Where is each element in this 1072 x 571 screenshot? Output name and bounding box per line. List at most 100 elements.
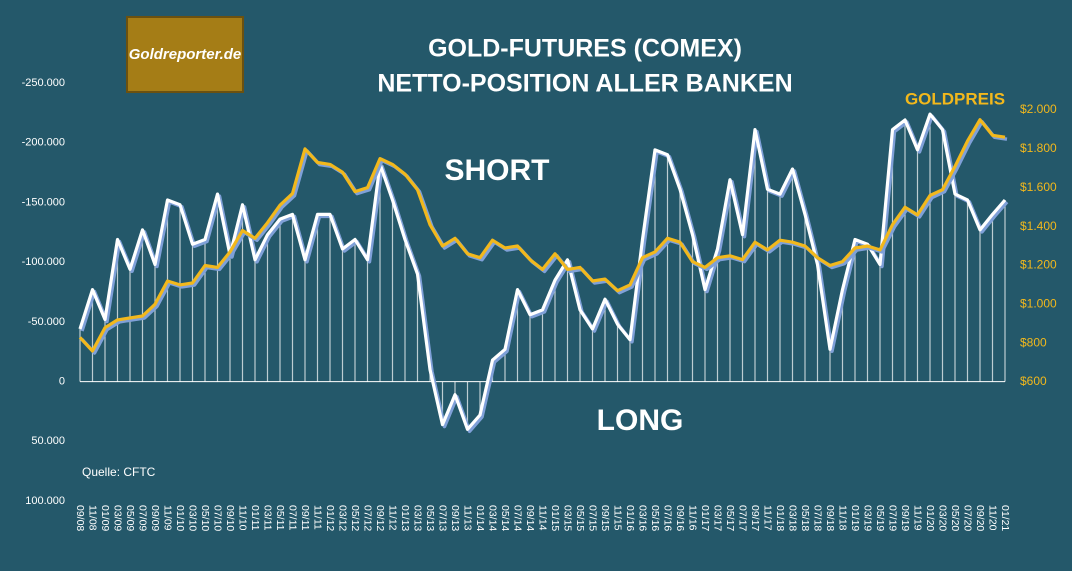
x-tick-label: 05/18: [799, 505, 811, 531]
y2-tick-label: $2.000: [1020, 102, 1057, 116]
x-tick-label: 05/19: [874, 505, 886, 531]
x-tick-label: 01/14: [474, 505, 486, 531]
y-tick-label: -50.000: [28, 316, 65, 328]
x-tick-label: 11/16: [687, 505, 699, 531]
x-tick-label: 05/11: [274, 505, 286, 531]
y-tick-label: 100.000: [25, 495, 65, 507]
logo: Goldreporter.de: [129, 46, 242, 63]
y2-tick-label: $600: [1020, 374, 1047, 388]
y2-tick-label: $1.800: [1020, 141, 1057, 155]
x-tick-label: 09/19: [899, 505, 911, 531]
x-tick-label: 07/15: [587, 505, 599, 531]
x-tick-label: 07/17: [737, 505, 749, 531]
x-tick-label: 05/14: [499, 505, 511, 531]
series-label: GOLDPREIS: [905, 89, 1005, 108]
x-tick-label: 01/18: [774, 505, 786, 531]
y2-tick-label: $1.400: [1020, 219, 1057, 233]
x-tick-label: 07/13: [437, 505, 449, 531]
x-tick-label: 03/15: [562, 505, 574, 531]
x-tick-label: 11/18: [837, 505, 849, 531]
x-tick-label: 03/19: [862, 505, 874, 531]
x-tick-label: 09/13: [449, 505, 461, 531]
x-tick-label: 09/08: [74, 505, 86, 531]
x-tick-label: 09/18: [824, 505, 836, 531]
x-tick-label: 01/15: [549, 505, 561, 531]
x-tick-label: 11/11: [312, 505, 324, 530]
x-tick-label: 07/19: [887, 505, 899, 531]
x-tick-label: 09/16: [674, 505, 686, 531]
x-tick-label: 07/14: [512, 505, 524, 531]
y2-tick-label: $1.600: [1020, 180, 1057, 194]
logo-box: [126, 16, 244, 93]
x-tick-label: 01/09: [99, 505, 111, 531]
x-tick-label: 03/17: [712, 505, 724, 531]
series-line: [78, 118, 1006, 353]
x-tick-label: 01/12: [324, 505, 336, 531]
x-tick-label: 05/15: [574, 505, 586, 531]
x-tick-label: 11/13: [462, 505, 474, 531]
annotation: SHORT: [445, 154, 550, 187]
x-tick-label: 11/09: [162, 505, 174, 531]
x-tick-label: 11/08: [87, 505, 99, 531]
x-tick-label: 03/10: [187, 505, 199, 531]
y-tick-label: -100.000: [22, 256, 65, 268]
x-tick-label: 03/16: [637, 505, 649, 531]
annotation: LONG: [597, 404, 684, 437]
x-tick-label: 01/20: [924, 505, 936, 531]
x-tick-label: 09/17: [749, 505, 761, 531]
x-tick-label: 09/12: [374, 505, 386, 531]
x-tick-label: 07/12: [362, 505, 374, 531]
x-tick-label: 03/12: [337, 505, 349, 531]
y-tick-label: 0: [59, 375, 65, 387]
x-tick-label: 01/21: [999, 505, 1011, 531]
x-tick-label: 09/10: [224, 505, 236, 531]
x-tick-label: 03/13: [412, 505, 424, 531]
x-tick-label: 05/09: [124, 505, 136, 531]
x-tick-label: 11/10: [237, 505, 249, 531]
y-tick-label: -150.000: [22, 196, 65, 208]
x-tick-label: 01/11: [249, 505, 261, 531]
x-tick-label: 09/09: [149, 505, 161, 531]
x-tick-label: 11/20: [987, 505, 999, 531]
x-tick-label: 03/09: [112, 505, 124, 531]
x-tick-label: 07/20: [962, 505, 974, 531]
y-tick-label: -200.000: [22, 137, 65, 149]
x-tick-label: 07/11: [287, 505, 299, 531]
x-tick-label: 01/13: [399, 505, 411, 531]
x-tick-label: 01/10: [174, 505, 186, 531]
x-tick-label: 11/15: [612, 505, 624, 531]
y2-tick-label: $1.200: [1020, 258, 1057, 272]
x-tick-label: 09/15: [599, 505, 611, 531]
chart-subtitle: NETTO-POSITION ALLER BANKEN: [377, 70, 792, 98]
x-tick-label: 03/11: [262, 505, 274, 531]
x-tick-label: 01/16: [624, 505, 636, 531]
line-shadow: [80, 119, 1008, 355]
x-tick-label: 11/14: [537, 505, 549, 531]
x-tick-label: 11/17: [762, 505, 774, 531]
y-tick-label: -250.000: [22, 77, 65, 89]
x-tick-label: 03/18: [787, 505, 799, 531]
x-tick-label: 05/12: [349, 505, 361, 531]
x-tick-label: 05/13: [424, 505, 436, 531]
y2-tick-label: $1.000: [1020, 297, 1057, 311]
x-tick-label: 07/10: [212, 505, 224, 531]
chart-title: GOLD-FUTURES (COMEX): [428, 35, 742, 63]
x-tick-label: 11/12: [387, 505, 399, 531]
x-tick-label: 07/16: [662, 505, 674, 531]
x-tick-label: 03/20: [937, 505, 949, 531]
y2-tick-label: $800: [1020, 335, 1047, 349]
x-tick-label: 05/17: [724, 505, 736, 531]
x-tick-label: 09/11: [299, 505, 311, 531]
x-tick-label: 09/20: [974, 505, 986, 531]
x-tick-label: 05/10: [199, 505, 211, 531]
x-tick-label: 07/09: [137, 505, 149, 531]
x-tick-label: 03/14: [487, 505, 499, 531]
x-tick-label: 01/19: [849, 505, 861, 531]
x-tick-label: 05/16: [649, 505, 661, 531]
x-tick-label: 05/20: [949, 505, 961, 531]
x-tick-label: 01/17: [699, 505, 711, 531]
x-tick-label: 07/18: [812, 505, 824, 531]
y-tick-label: 50.000: [31, 435, 65, 447]
annotation: Quelle: CFTC: [82, 465, 156, 479]
